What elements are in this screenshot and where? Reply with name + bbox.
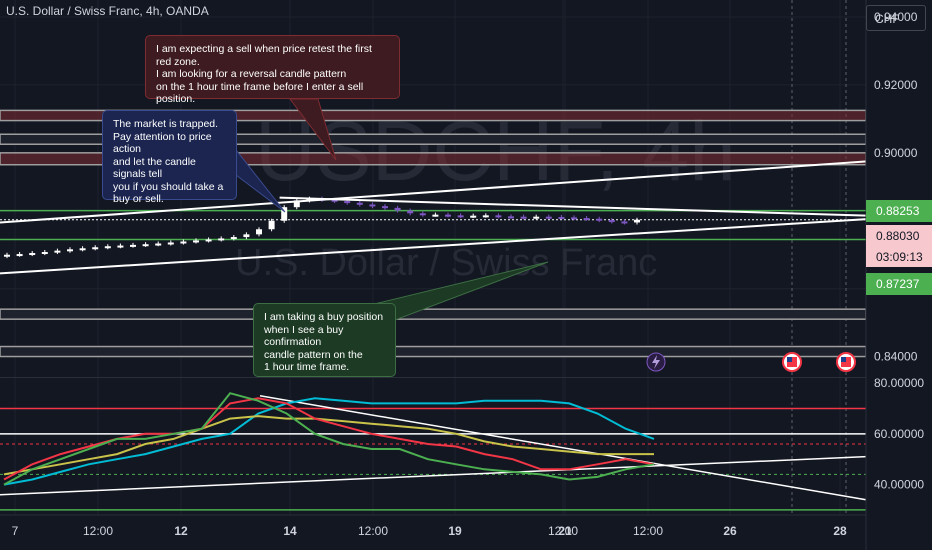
candle-up <box>193 240 199 243</box>
candle-down <box>558 217 565 220</box>
candle-up <box>293 200 300 208</box>
candle-down <box>356 202 363 205</box>
us-flag-icon-canton <box>841 357 846 362</box>
candle-down <box>369 204 376 207</box>
candle-down <box>571 217 577 220</box>
candle-up <box>167 242 174 245</box>
time-tick-label: 28 <box>833 524 847 538</box>
price-tag-lower: 0.87237 <box>866 273 932 295</box>
candle-up <box>243 234 250 238</box>
candle-down <box>407 210 414 214</box>
rsi-trendline <box>0 455 867 496</box>
time-tick-label: 12:00 <box>358 524 388 538</box>
time-tick-label: 12 <box>174 524 188 538</box>
candle-down <box>457 215 464 218</box>
candle-up <box>281 207 288 221</box>
chart-title: U.S. Dollar / Swiss Franc, 4h, OANDA <box>6 4 209 18</box>
candle-up <box>218 238 225 241</box>
currency-selector[interactable]: CHF <box>866 5 926 31</box>
rsi-trendline <box>259 395 867 501</box>
time-tick-label: 21 <box>558 524 572 538</box>
pane-divider <box>0 377 866 378</box>
candle-down <box>445 214 451 217</box>
support-zone <box>0 308 867 320</box>
candle-down <box>382 206 388 209</box>
rsi-pane <box>0 377 867 511</box>
candle-up <box>533 216 540 219</box>
price-tick-label: 0.90000 <box>874 146 918 160</box>
candle-up <box>256 229 262 235</box>
candle-up <box>4 254 10 257</box>
rsi-series-line <box>3 392 655 486</box>
candle-down <box>331 199 338 202</box>
candle-up <box>470 215 477 218</box>
price-tick-label: 0.94000 <box>874 10 918 24</box>
candle-down <box>344 201 351 204</box>
candle-up <box>205 239 212 242</box>
callout-tails <box>235 98 549 321</box>
candle-up <box>482 215 489 218</box>
time-tick-label: 19 <box>448 524 462 538</box>
candle-up <box>54 250 61 253</box>
time-tick-label: 12:00 <box>633 524 663 538</box>
time-tick-label: 7 <box>12 524 19 538</box>
candle-up <box>67 249 73 252</box>
candle-up <box>180 241 187 244</box>
trendline <box>0 218 867 275</box>
support-zone <box>0 345 867 358</box>
trendline <box>279 196 867 217</box>
event-icons[interactable] <box>646 352 856 372</box>
candle-up <box>29 253 36 256</box>
candle-up <box>268 220 275 230</box>
candle-up <box>79 248 86 251</box>
candle-down <box>545 216 552 219</box>
time-tick-label: 12:00 <box>83 524 113 538</box>
price-tag-upper: 0.88253 <box>866 200 932 222</box>
candle-down <box>596 218 603 221</box>
price-tick-label: 0.92000 <box>874 78 918 92</box>
time-tick-label: 12:00 <box>548 524 578 538</box>
candle-up <box>230 237 237 240</box>
watermark-description: U.S. Dollar / Swiss Franc <box>235 242 657 284</box>
candle-down <box>419 213 426 216</box>
candle-down <box>583 218 590 221</box>
candle-up <box>155 243 162 246</box>
candle-up <box>41 252 48 255</box>
sell-note-tail <box>288 98 337 161</box>
candle-up <box>130 244 136 247</box>
candle-up <box>16 254 23 257</box>
sell-note[interactable]: I am expecting a sell when price retest … <box>145 35 400 105</box>
rsi-series-line <box>3 397 655 486</box>
trendline <box>0 160 867 224</box>
candle-down <box>608 220 615 223</box>
candle-up <box>117 245 124 248</box>
lightning-icon-glyph <box>652 355 660 369</box>
us-flag-icon-canton <box>787 357 792 362</box>
candle-down <box>394 207 401 211</box>
candle-down <box>520 216 527 219</box>
candle-up <box>432 214 439 217</box>
time-tick-label: 14 <box>283 524 297 538</box>
rsi-tick-label: 80.00000 <box>874 376 924 390</box>
candle-up <box>92 247 99 250</box>
candle-down <box>621 221 628 224</box>
candle-down <box>508 216 514 219</box>
price-tick-label: 0.84000 <box>874 350 918 364</box>
buy-note[interactable]: I am taking a buy position when I see a … <box>253 303 396 377</box>
candle-up <box>142 244 149 247</box>
time-tick-label: 26 <box>723 524 737 538</box>
candle-down <box>495 215 502 218</box>
rsi-tick-label: 40.00000 <box>874 478 924 492</box>
candle-up <box>104 246 111 249</box>
price-tag-current: 0.88030 <box>866 225 932 247</box>
countdown-timer: 03:09:13 <box>866 247 932 267</box>
trendlines[interactable] <box>0 160 867 275</box>
trapped-note[interactable]: The market is trapped. Pay attention to … <box>102 110 237 205</box>
rsi-series-line <box>3 415 654 476</box>
rsi-tick-label: 60.00000 <box>874 427 924 441</box>
candles <box>4 196 640 259</box>
candle-up <box>634 219 640 223</box>
